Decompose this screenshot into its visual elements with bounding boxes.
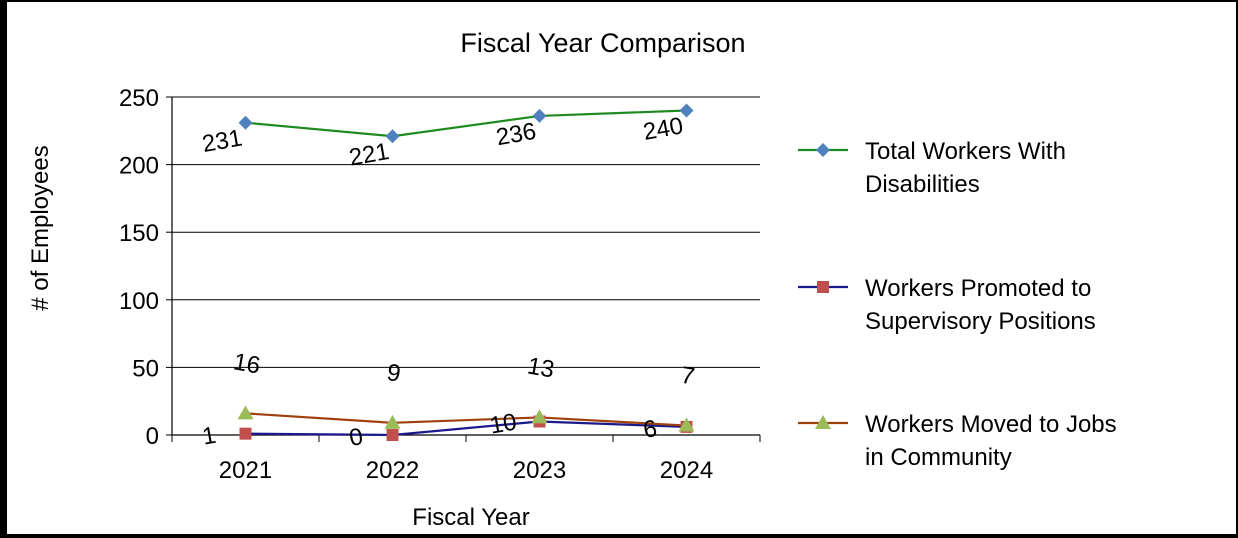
data-point-marker xyxy=(237,405,254,420)
x-axis-label: Fiscal Year xyxy=(412,504,529,531)
legend-label: Supervisory Positions xyxy=(865,308,1096,335)
y-axis-label: # of Employees xyxy=(27,145,54,310)
series-line-3 xyxy=(245,412,687,427)
legend-marker-swatch xyxy=(815,415,831,429)
series-line-2 xyxy=(245,420,687,437)
data-point-marker xyxy=(386,429,399,441)
data-label: 221 xyxy=(347,138,391,172)
legend-marker-swatch xyxy=(816,143,830,157)
x-tick-labels: 2021 2022 2023 2024 xyxy=(219,457,713,484)
chart-title: Fiscal Year Comparison xyxy=(460,28,745,58)
legend: Total Workers With Disabilities Workers Pr… xyxy=(798,138,1117,471)
series-line-1 xyxy=(245,109,687,138)
y-tick-label: 100 xyxy=(119,288,159,315)
data-point-marker xyxy=(679,103,694,118)
y-tick-label: 200 xyxy=(119,153,159,180)
y-tick-label: 50 xyxy=(132,355,159,382)
legend-label: Total Workers With xyxy=(865,138,1066,165)
x-tick-label: 2024 xyxy=(660,457,713,484)
data-label: 6 xyxy=(641,415,659,444)
data-point-marker xyxy=(384,414,401,429)
gridlines xyxy=(172,96,760,368)
y-tick-label: 150 xyxy=(119,220,159,247)
data-point-marker xyxy=(531,409,548,424)
data-label: 236 xyxy=(494,118,538,152)
data-label: 0 xyxy=(347,423,365,452)
x-tick-label: 2021 xyxy=(219,457,272,484)
data-point-marker xyxy=(239,427,252,440)
data-label: 1 xyxy=(200,422,218,451)
data-label: 13 xyxy=(525,352,556,383)
data-point-marker xyxy=(532,108,547,123)
legend-label: Workers Promoted to xyxy=(865,275,1091,302)
x-tick-label: 2022 xyxy=(366,457,419,484)
legend-marker-swatch xyxy=(817,281,829,293)
data-label: 10 xyxy=(488,408,519,439)
data-point-marker xyxy=(385,129,400,144)
axes xyxy=(166,96,761,442)
legend-label: in Community xyxy=(865,444,1012,471)
y-tick-labels: 0 50 100 150 200 250 xyxy=(119,85,159,450)
legend-label: Disabilities xyxy=(865,171,980,198)
x-tick-label: 2023 xyxy=(513,457,566,484)
legend-item-2: Workers Promoted to Supervisory Positions xyxy=(798,275,1096,335)
series-lines xyxy=(245,109,687,437)
y-tick-label: 0 xyxy=(146,423,159,450)
data-label: 240 xyxy=(641,112,685,146)
data-label: 9 xyxy=(385,359,403,388)
y-tick-label: 250 xyxy=(119,85,159,112)
legend-label: Workers Moved to Jobs xyxy=(865,411,1117,438)
legend-item-3: Workers Moved to Jobs in Community xyxy=(798,411,1117,471)
data-point-marker xyxy=(678,417,695,432)
data-label: 7 xyxy=(679,362,697,391)
legend-item-1: Total Workers With Disabilities xyxy=(798,138,1066,198)
data-label: 231 xyxy=(200,125,244,159)
data-point-marker xyxy=(238,115,253,130)
data-label: 16 xyxy=(231,348,262,379)
series-markers xyxy=(237,103,695,441)
